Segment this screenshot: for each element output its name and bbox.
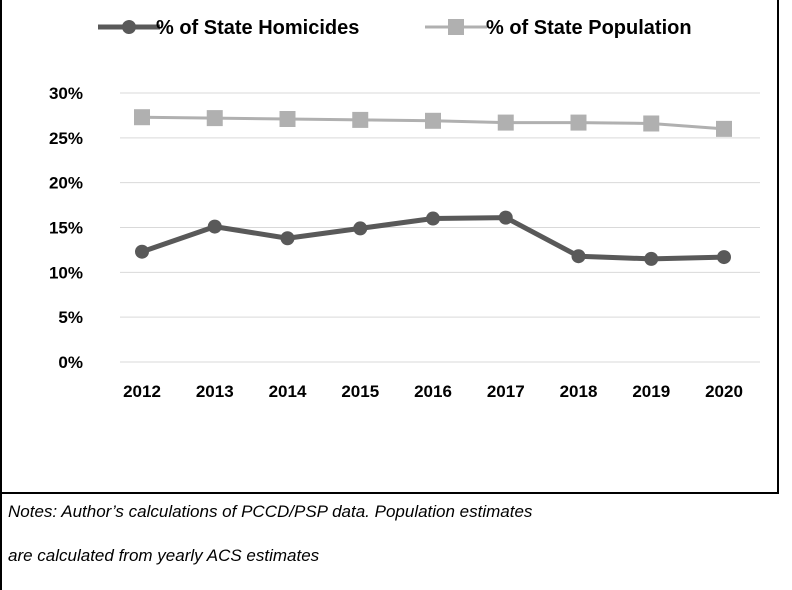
data-point — [643, 115, 660, 132]
x-tick-label: 2013 — [196, 382, 234, 401]
legend-marker — [122, 20, 136, 34]
data-point — [135, 244, 149, 259]
data-point — [570, 114, 587, 131]
data-point — [207, 219, 222, 234]
y-tick-label: 5% — [58, 308, 83, 327]
legend-label: % of State Population — [486, 17, 692, 39]
frame-left-border — [0, 0, 2, 590]
notes-line-2: are calculated from yearly ACS estimates — [8, 546, 320, 565]
data-point — [426, 211, 440, 226]
x-tick-label: 2020 — [705, 382, 743, 401]
x-tick-label: 2015 — [341, 382, 379, 401]
data-point — [206, 110, 223, 127]
x-tick-label: 2016 — [414, 382, 452, 401]
x-tick-label: 2018 — [560, 382, 598, 401]
y-tick-label: 10% — [49, 263, 83, 282]
x-tick-label: 2014 — [269, 382, 307, 401]
notes-line-1: Notes: Author’s calculations of PCCD/PSP… — [8, 502, 533, 521]
y-tick-label: 0% — [58, 353, 83, 372]
data-point — [352, 111, 369, 128]
data-point — [134, 109, 150, 126]
data-point — [498, 210, 513, 225]
y-tick-label: 20% — [49, 174, 83, 193]
frame-right-border — [777, 0, 779, 494]
legend-label: % of State Homicides — [156, 17, 359, 39]
x-tick-label: 2019 — [632, 382, 670, 401]
data-point — [644, 251, 659, 266]
data-point — [353, 221, 368, 236]
data-point — [497, 114, 514, 131]
data-point — [571, 249, 586, 264]
data-point — [425, 112, 441, 129]
data-point — [717, 250, 731, 265]
data-point — [716, 120, 732, 137]
notes-divider — [0, 492, 779, 494]
legend-marker — [448, 19, 464, 35]
y-tick-label: 30% — [49, 84, 83, 103]
y-tick-label: 25% — [49, 129, 83, 148]
y-tick-label: 15% — [49, 219, 83, 238]
data-point — [279, 111, 296, 128]
x-tick-label: 2017 — [487, 382, 525, 401]
data-point — [280, 231, 295, 246]
x-tick-label: 2012 — [123, 382, 161, 401]
